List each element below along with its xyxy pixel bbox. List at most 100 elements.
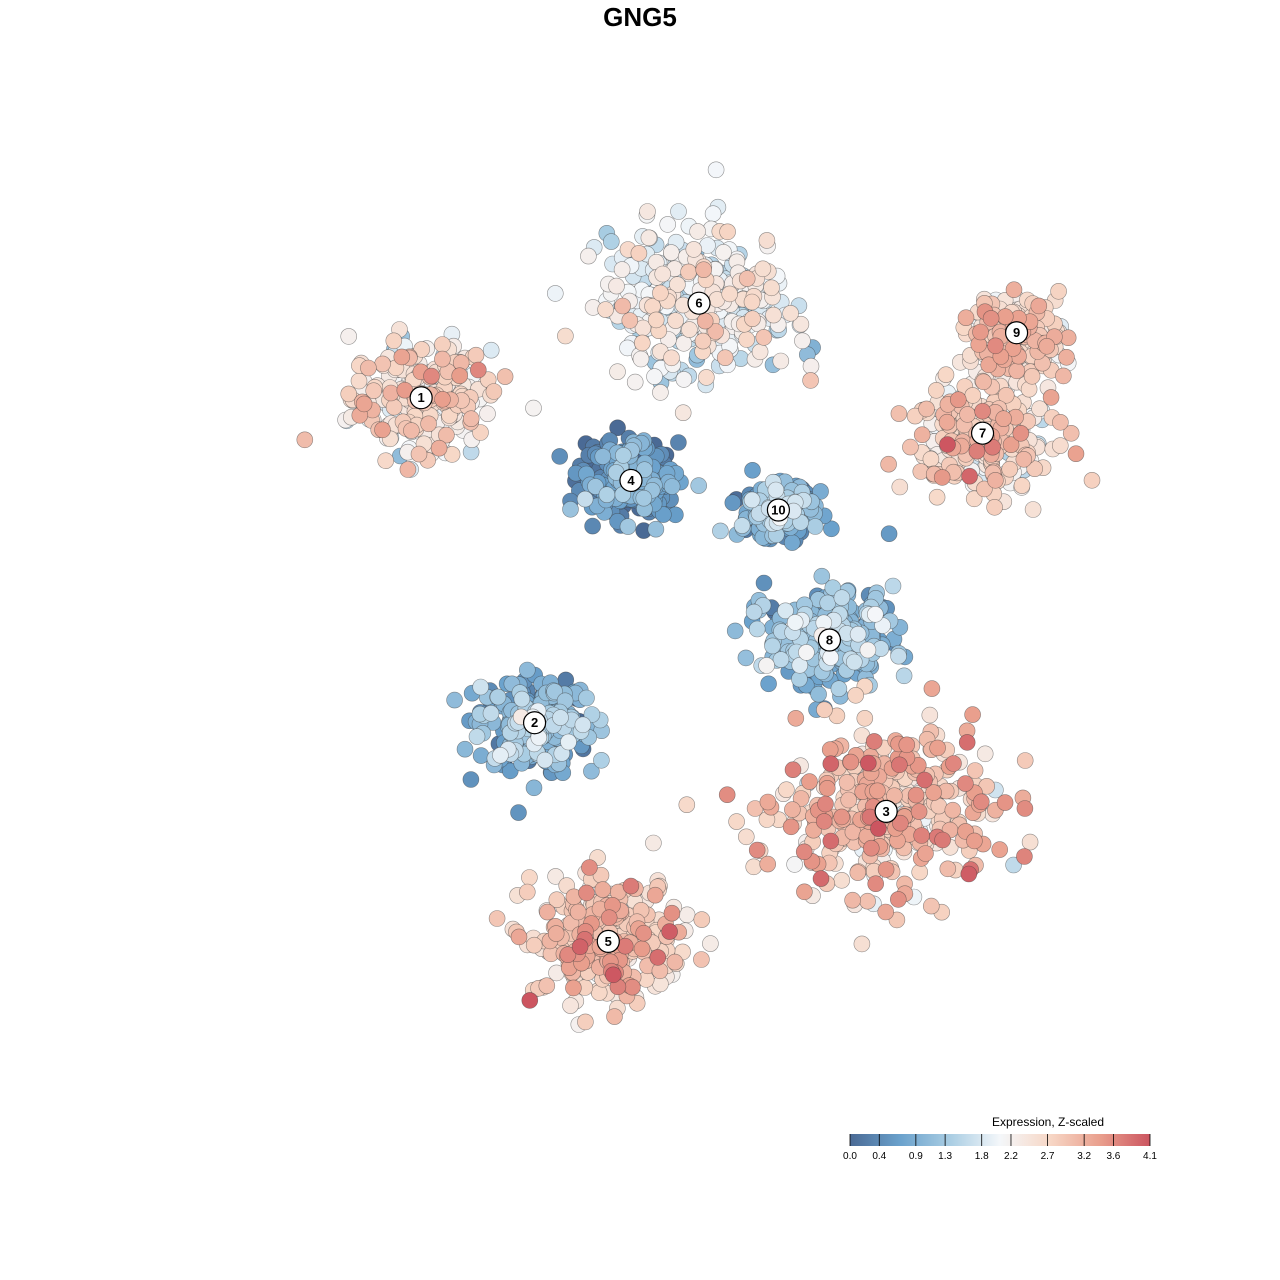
cell-point: [296, 431, 314, 449]
cell-point: [639, 203, 656, 220]
cell-point: [964, 706, 981, 723]
cell-point: [802, 357, 820, 375]
cell-point: [910, 803, 928, 820]
cell-point: [350, 372, 368, 390]
cell-point: [913, 426, 931, 444]
colorbar-tick-label: 2.7: [1041, 1151, 1055, 1162]
cell-point: [593, 751, 610, 769]
cell-point: [694, 332, 712, 350]
cell-point: [614, 447, 632, 464]
cell-point: [976, 745, 994, 763]
cell-point: [816, 701, 833, 719]
cell-point: [929, 739, 946, 757]
cell-point: [604, 966, 622, 984]
cell-point: [551, 448, 569, 465]
cell-point: [689, 223, 706, 240]
cell-point: [565, 979, 582, 997]
cell-point: [939, 436, 956, 453]
cell-point: [1023, 367, 1041, 385]
cell-point: [928, 488, 946, 506]
cell-point: [966, 762, 984, 779]
cell-point: [578, 689, 595, 707]
cell-point: [923, 680, 941, 697]
cell-point: [995, 410, 1012, 428]
cell-point: [619, 518, 637, 535]
cell-point: [666, 953, 684, 971]
cell-point: [693, 951, 710, 968]
cell-point: [562, 997, 579, 1014]
cluster-label-4: 4: [619, 468, 643, 493]
cell-point: [1030, 297, 1048, 315]
cell-point: [772, 352, 790, 370]
cell-point: [496, 368, 514, 385]
cell-point: [959, 406, 976, 423]
cell-point: [413, 341, 431, 358]
cell-point: [492, 746, 509, 764]
cell-point: [880, 455, 897, 473]
cell-point: [654, 265, 672, 283]
cluster-label-marker: [596, 929, 620, 953]
cluster-label-text: 7: [979, 426, 986, 441]
cluster-label-marker: [970, 421, 995, 445]
cell-point: [513, 690, 531, 708]
cell-point: [539, 903, 556, 921]
cell-point: [649, 949, 667, 966]
chart-title: GNG5: [603, 2, 677, 32]
cell-point: [647, 520, 665, 538]
cell-point: [1001, 460, 1019, 478]
cluster-label-marker: [687, 291, 711, 315]
cell-point: [866, 605, 884, 623]
cell-point: [758, 232, 776, 249]
cell-point: [385, 398, 403, 416]
colorbar: [850, 1134, 1150, 1146]
cell-point: [792, 790, 810, 807]
cell-point: [916, 771, 933, 789]
cluster-label-marker: [766, 498, 791, 522]
cell-point: [393, 348, 411, 366]
colorbar-tick-label: 3.6: [1106, 1151, 1120, 1162]
cell-point: [844, 891, 861, 909]
cell-point: [1038, 337, 1056, 355]
cluster-label-text: 4: [627, 473, 635, 488]
cell-point: [614, 297, 631, 315]
cell-point: [546, 285, 564, 302]
cell-point: [659, 216, 677, 233]
cell-point: [859, 641, 877, 659]
cell-point: [479, 405, 496, 423]
cell-point: [685, 241, 703, 258]
colorbar-tick-label: 1.3: [938, 1151, 952, 1162]
cell-point: [560, 733, 577, 751]
cluster-labels: 1 2 3 4 5 6 7 8 9 10: [409, 291, 1029, 953]
cell-point: [715, 244, 732, 261]
cluster-label-text: 2: [531, 715, 538, 730]
cell-point: [340, 328, 358, 345]
cell-point: [763, 279, 780, 297]
cell-point: [652, 284, 669, 302]
cell-point: [895, 667, 913, 685]
cell-point: [859, 754, 877, 772]
cell-point: [574, 716, 592, 734]
cell-point: [571, 938, 589, 956]
cell-point: [663, 349, 680, 367]
cell-point: [702, 935, 719, 952]
cell-point: [782, 818, 800, 836]
cell-point: [608, 277, 625, 295]
cell-point: [488, 910, 506, 927]
cell-point: [538, 977, 556, 995]
cell-point: [670, 203, 687, 220]
cluster-label-marker: [817, 628, 842, 652]
cell-point: [1031, 400, 1048, 418]
cell-point: [707, 323, 724, 340]
cell-point: [890, 647, 907, 665]
cell-point: [423, 367, 440, 385]
cell-point: [869, 782, 886, 800]
cell-point: [721, 285, 739, 303]
cell-point: [536, 751, 554, 769]
cell-point: [815, 813, 833, 830]
cell-point: [621, 312, 639, 329]
cell-point: [801, 773, 818, 790]
cell-point: [652, 384, 669, 401]
cell-point: [958, 734, 976, 751]
cell-point: [738, 331, 756, 348]
cell-point: [960, 865, 978, 883]
